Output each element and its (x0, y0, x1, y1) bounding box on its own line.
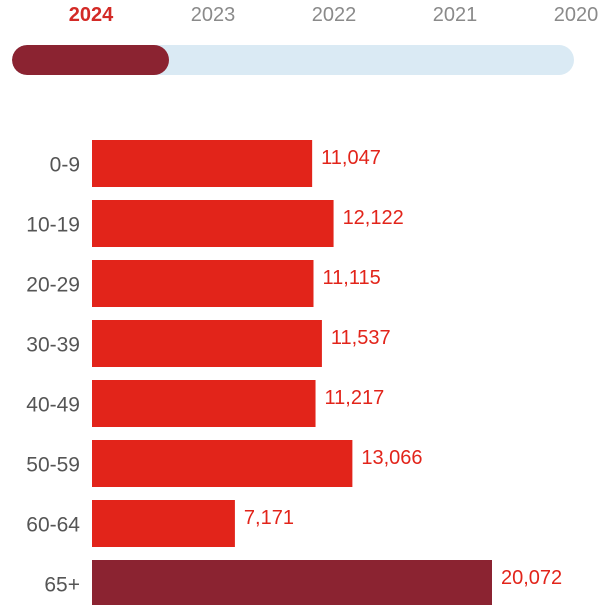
value-label: 20,072 (501, 567, 562, 589)
year-tab-2020[interactable]: 2020 (553, 4, 599, 26)
value-label: 11,217 (325, 387, 385, 409)
category-label: 50-59 (26, 454, 80, 477)
bar-50-59 (92, 440, 353, 487)
value-label: 11,115 (323, 267, 381, 289)
category-label: 60-64 (26, 514, 80, 537)
category-label: 20-29 (26, 274, 80, 297)
bar-20-29 (92, 260, 314, 307)
value-label: 11,047 (321, 147, 381, 169)
bar-10-19 (92, 200, 334, 247)
value-label: 12,122 (343, 207, 404, 229)
bar-0-9 (92, 140, 313, 187)
category-label: 10-19 (26, 214, 80, 237)
bar-30-39 (92, 320, 322, 367)
year-tab-2023[interactable]: 2023 (190, 4, 236, 26)
bar-40-49 (92, 380, 316, 427)
year-tab-2024[interactable]: 2024 (68, 4, 114, 26)
year-progress-track[interactable] (12, 45, 574, 75)
year-progress-fill (12, 45, 170, 75)
bar-60-64 (92, 500, 235, 547)
value-label: 13,066 (361, 447, 422, 469)
year-tab-2022[interactable]: 2022 (311, 4, 357, 26)
value-label: 7,171 (244, 507, 294, 529)
bar-65+ (92, 560, 492, 605)
category-label: 30-39 (26, 334, 80, 357)
year-tab-2021[interactable]: 2021 (432, 4, 478, 26)
category-label: 65+ (44, 574, 80, 597)
category-label: 0-9 (50, 154, 80, 177)
value-label: 11,537 (331, 327, 391, 349)
year-tabs: 2024 2023 2022 2021 2020 (0, 0, 615, 34)
category-label: 40-49 (26, 394, 80, 417)
